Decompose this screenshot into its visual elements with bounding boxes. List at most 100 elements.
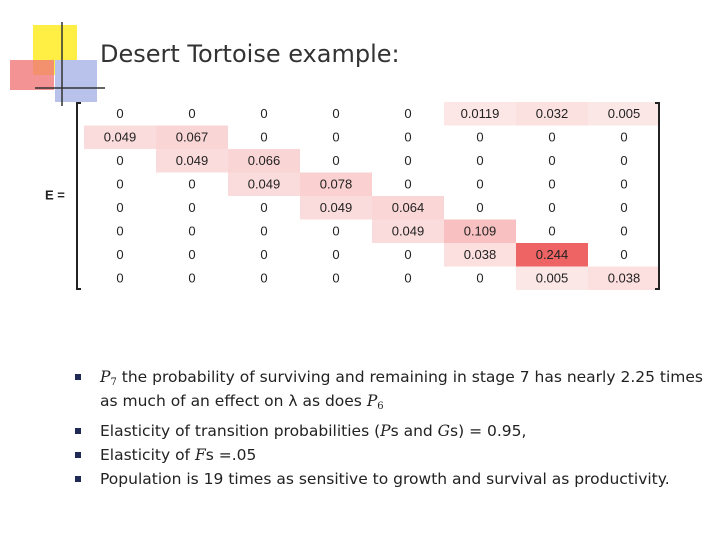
cell-value: 0 (476, 177, 483, 192)
math: P (100, 368, 111, 386)
cell-value: 0.064 (392, 200, 425, 215)
math: G (437, 422, 451, 440)
cell-shade (84, 125, 156, 149)
cell-value: 0 (116, 247, 123, 262)
cell-value: 0 (476, 153, 483, 168)
cell-value: 0 (476, 200, 483, 215)
cell-value: 0 (404, 177, 411, 192)
text: as does (297, 392, 367, 410)
cell-value: 0 (260, 224, 267, 239)
cell-value: 0.005 (536, 271, 569, 286)
cell-shade (588, 266, 660, 290)
cell-value: 0 (548, 200, 555, 215)
bullet: Elasticity of transition probabilities (… (75, 422, 710, 440)
cell-value: 0 (260, 271, 267, 286)
cell-value: 0.049 (104, 130, 137, 145)
cell-value: 0 (620, 177, 627, 192)
text: s) = 0.95, (450, 422, 527, 440)
cell-value: 0.067 (176, 130, 209, 145)
bullet-list: P7 the probability of surviving and rema… (75, 368, 710, 494)
text: Elasticity of (100, 446, 195, 464)
cell-value: 0 (260, 130, 267, 145)
cell-value: 0.078 (320, 177, 353, 192)
cell-value: 0 (116, 224, 123, 239)
cell-value: 0.244 (536, 247, 569, 262)
subscript: 6 (377, 401, 384, 412)
cell-value: 0 (332, 224, 339, 239)
cell-value: 0 (548, 224, 555, 239)
cell-shade (372, 219, 444, 243)
bullet: Elasticity of Fs =.05 (75, 446, 710, 464)
cell-value: 0 (260, 247, 267, 262)
cell-value: 0 (548, 130, 555, 145)
cell-value: 0.049 (176, 153, 209, 168)
cell-shade (516, 102, 588, 126)
math: λ (288, 392, 298, 410)
text: Population is 19 times as sensitive to g… (100, 470, 670, 488)
cell-value: 0.005 (608, 106, 641, 121)
cell-shade (156, 149, 228, 173)
cell-shade (444, 243, 516, 267)
cell-value: 0 (476, 271, 483, 286)
cell-value: 0 (116, 153, 123, 168)
cell-value: 0 (332, 271, 339, 286)
cell-value: 0.049 (392, 224, 425, 239)
cell-value: 0 (404, 271, 411, 286)
cell-value: 0 (260, 200, 267, 215)
cell-value: 0 (404, 106, 411, 121)
matrix-label: E = (45, 187, 65, 202)
matrix: 0 0 0 0 0 0.0119 0.032 0.005 0.049 0.067 0 0 0 0 0 0 0 0.… (84, 102, 660, 290)
cell-value: 0 (260, 106, 267, 121)
math: P (366, 392, 378, 410)
slide-title: Desert Tortoise example: (100, 40, 400, 68)
cell-shade (444, 219, 516, 243)
cell-value: 0 (188, 106, 195, 121)
cell-value: 0 (620, 200, 627, 215)
cell-value: 0.066 (248, 153, 281, 168)
text: Elasticity of transition probabilities ( (100, 422, 381, 440)
cell-shade (228, 172, 300, 196)
cell-value: 0 (116, 271, 123, 286)
cell-value: 0 (188, 271, 195, 286)
cell-shade (300, 172, 372, 196)
math: P (380, 422, 391, 440)
cell-value: 0.049 (320, 200, 353, 215)
cell-value: 0 (116, 106, 123, 121)
text: s and (390, 422, 438, 440)
cell-value: 0 (620, 130, 627, 145)
math: F (194, 446, 206, 464)
cell-value: 0 (620, 153, 627, 168)
cell-shade (516, 243, 588, 267)
cell-value: 0.049 (248, 177, 281, 192)
cell-shade (300, 196, 372, 220)
cell-value: 0 (188, 200, 195, 215)
cell-value: 0 (116, 177, 123, 192)
cell-value: 0 (476, 130, 483, 145)
cell-value: 0.038 (608, 271, 641, 286)
text: the probability of surviving and remaini… (100, 368, 703, 410)
cell-value: 0 (332, 153, 339, 168)
cell-value: 0.0119 (461, 106, 500, 121)
cell-value: 0 (332, 247, 339, 262)
cell-shade (228, 149, 300, 173)
cell-value: 0 (332, 106, 339, 121)
bracket (76, 102, 81, 290)
cell-shade (444, 102, 516, 126)
text: s =.05 (205, 446, 257, 464)
cell-value: 0 (404, 130, 411, 145)
cell-value: 0.109 (464, 224, 497, 239)
cell-value: 0.038 (464, 247, 497, 262)
subscript: 7 (110, 377, 117, 388)
cell-shade (372, 196, 444, 220)
deco-square (10, 60, 54, 90)
cell-value: 0 (620, 224, 627, 239)
cell-value: 0 (620, 247, 627, 262)
cell-value: 0 (188, 247, 195, 262)
bullet: Population is 19 times as sensitive to g… (75, 470, 710, 488)
cell-shade (516, 266, 588, 290)
cell-value: 0 (548, 153, 555, 168)
bracket (655, 102, 660, 290)
cell-value: 0 (548, 177, 555, 192)
